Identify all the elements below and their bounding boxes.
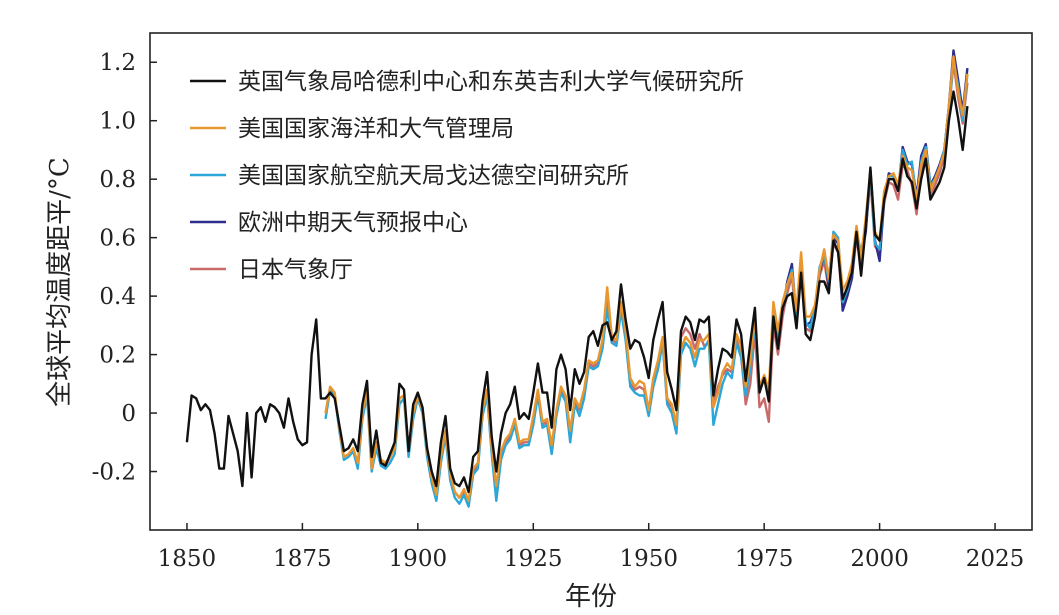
x-tick-label: 1925 xyxy=(504,546,563,572)
y-tick-label: 0.2 xyxy=(99,343,136,369)
legend-label: 欧洲中期天气预报中心 xyxy=(238,210,468,236)
legend-item: 美国国家航空航天局戈达德空间研究所 xyxy=(190,163,629,189)
y-tick-label: 0.4 xyxy=(99,284,136,310)
legend-label: 英国气象局哈德利中心和东英吉利大学气候研究所 xyxy=(238,69,744,95)
legend-item: 美国国家海洋和大气管理局 xyxy=(190,116,514,142)
legend-label: 美国国家海洋和大气管理局 xyxy=(238,116,514,142)
legend: 英国气象局哈德利中心和东英吉利大学气候研究所美国国家海洋和大气管理局美国国家航空… xyxy=(190,69,744,283)
y-tick-label: -0.2 xyxy=(92,460,136,486)
legend-item: 欧洲中期天气预报中心 xyxy=(190,210,468,236)
x-tick-label: 1975 xyxy=(735,546,794,572)
legend-item: 日本气象厅 xyxy=(190,257,353,283)
x-tick-label: 2000 xyxy=(850,546,909,572)
x-axis-label: 年份 xyxy=(565,582,617,612)
y-tick-label: 0.8 xyxy=(99,167,136,193)
y-tick-label: 1.0 xyxy=(99,109,136,135)
x-tick-label: 1900 xyxy=(389,546,448,572)
ticks-layer: 1850 1875 1900 1925 1950 1975 2000 2025 -0.2 0 0.2… xyxy=(92,50,1025,572)
series-layer xyxy=(185,49,969,508)
y-tick-label: 0 xyxy=(121,401,136,427)
series-line-0 xyxy=(185,90,969,494)
y-axis-label: 全球平均温度距平/°C xyxy=(45,157,75,407)
y-tick-label: 0.6 xyxy=(99,226,136,252)
series-line-1 xyxy=(324,55,969,502)
x-tick-label: 2025 xyxy=(966,546,1025,572)
legend-label: 日本气象厅 xyxy=(238,257,353,283)
x-tick-label: 1875 xyxy=(273,546,332,572)
y-tick-label: 1.2 xyxy=(99,50,136,76)
series-line-3 xyxy=(781,49,969,327)
plot-frame xyxy=(149,32,1033,531)
legend-label: 美国国家航空航天局戈达德空间研究所 xyxy=(238,163,629,189)
x-tick-label: 1850 xyxy=(158,546,217,572)
x-tick-label: 1950 xyxy=(619,546,678,572)
legend-item: 英国气象局哈德利中心和东英吉利大学气候研究所 xyxy=(190,69,744,95)
